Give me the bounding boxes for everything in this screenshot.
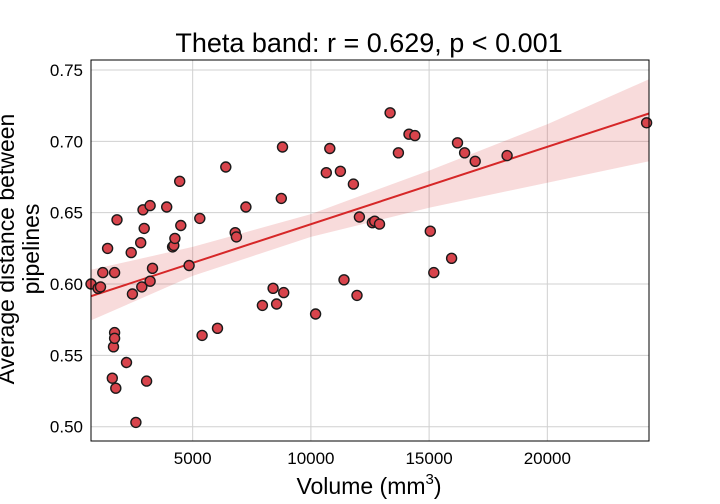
x-tick-label: 20000 [524,449,571,468]
y-tick-label: 0.65 [50,204,83,223]
data-point [428,266,440,279]
data-point [640,117,653,129]
data-point [458,147,471,159]
data-point [144,275,156,287]
y-tick-labels: 0.50 0.55 0.60 0.65 0.70 0.75 [50,61,83,437]
data-point [120,356,133,369]
data-point [211,322,224,334]
data-point [130,416,142,429]
data-point [351,289,363,302]
data-point [110,382,122,394]
data-point [94,281,107,293]
x-tick-label: 5000 [174,449,212,468]
data-point [353,211,366,223]
y-tick-label: 0.55 [50,346,83,365]
data-point [501,149,513,162]
data-point [267,282,279,294]
data-point [136,281,148,293]
data-point [160,201,173,213]
y-axis-label-line-2: pipelines [18,204,44,295]
chart-title: Theta band: r = 0.629, p < 0.001 [175,28,562,58]
data-point [140,375,153,387]
x-axis-label-close: ) [434,473,442,499]
y-tick-label: 0.75 [50,61,83,80]
data-point [125,246,137,259]
data-point [445,252,458,264]
data-point [126,288,139,300]
y-tick-label: 0.60 [50,275,83,294]
data-point [97,266,109,279]
data-point [347,178,360,190]
data-points [85,107,653,429]
data-point [138,222,150,235]
data-point [183,259,195,272]
data-point [424,225,436,237]
x-axis-label: Volume (mm3) [296,471,441,499]
data-point [276,141,289,153]
data-point [101,242,114,255]
data-point [175,219,187,232]
plot-frame [90,59,650,442]
data-point [230,231,243,243]
data-point [392,147,405,159]
data-point [278,286,290,299]
data-point [256,299,269,312]
x-tick-label: 15000 [405,449,452,468]
data-point [338,274,350,286]
x-tick-labels: 5000 10000 15000 20000 [174,449,571,468]
data-point [309,308,322,320]
data-point [146,262,159,274]
data-point [451,137,464,149]
x-tick-label: 10000 [287,449,334,468]
x-axis-label-superscript: 3 [426,471,434,488]
data-point [240,201,252,213]
data-point [108,266,121,279]
data-point [275,192,287,205]
data-point [194,212,206,225]
data-point [111,214,123,226]
y-axis-label-line-1: Average distance between [0,114,19,385]
data-point [220,161,232,173]
data-point [320,166,332,179]
grid-lines [91,60,649,441]
y-tick-label: 0.50 [50,418,83,437]
confidence-band [91,79,649,321]
data-point [173,175,186,188]
data-point [469,155,481,168]
data-point [384,107,396,119]
data-point [409,129,421,142]
data-point [334,165,347,178]
y-tick-label: 0.70 [50,132,83,151]
data-point [169,232,181,245]
data-point [106,372,119,384]
data-point [324,142,336,155]
data-point [373,218,386,230]
data-point [270,298,283,310]
data-point [108,332,121,344]
x-axis-label-text: Volume (mm [296,473,425,499]
data-point [144,199,156,212]
y-axis-label: Average distance between pipelines [0,114,44,385]
data-point [196,329,208,342]
data-point [134,236,147,249]
